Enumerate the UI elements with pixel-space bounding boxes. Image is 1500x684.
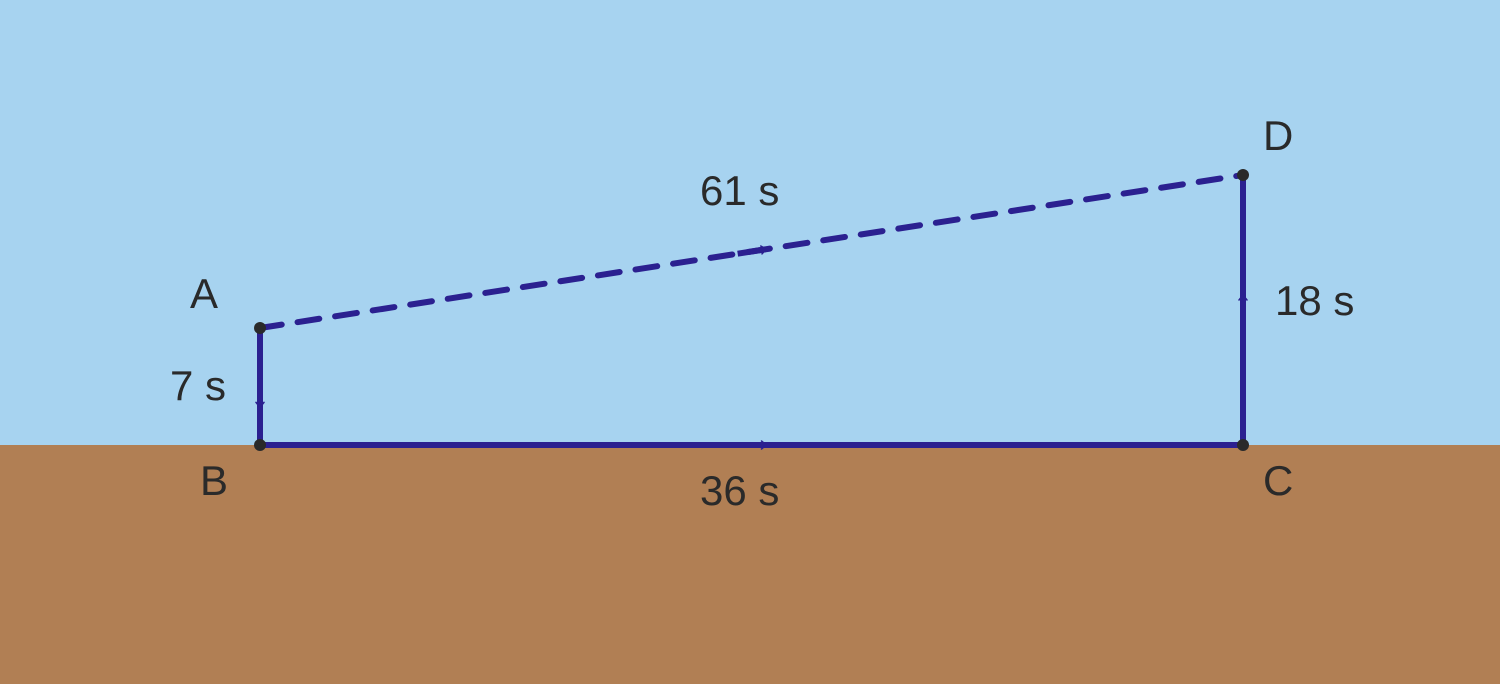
diagram-canvas: A B C D 7 s 36 s 18 s 61 s [0, 0, 1500, 684]
label-D: D [1263, 112, 1293, 159]
label-CD: 18 s [1275, 277, 1354, 324]
label-B: B [200, 457, 228, 504]
point-D [1237, 169, 1249, 181]
point-B [254, 439, 266, 451]
point-A [254, 322, 266, 334]
point-C [1237, 439, 1249, 451]
label-AB: 7 s [170, 362, 226, 409]
label-C: C [1263, 457, 1293, 504]
label-AD: 61 s [700, 167, 779, 214]
label-BC: 36 s [700, 467, 779, 514]
arrow-AD [738, 249, 766, 253]
label-A: A [190, 270, 218, 317]
